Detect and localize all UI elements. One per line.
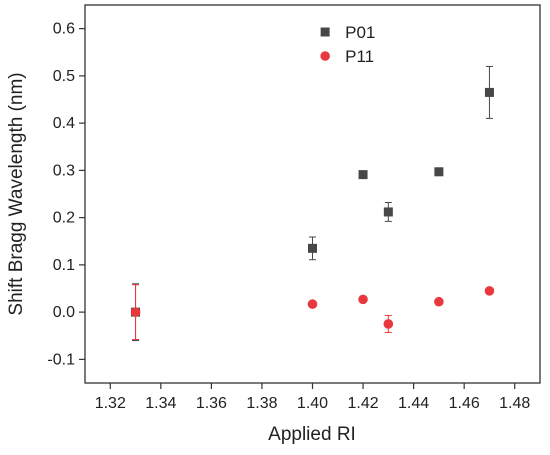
x-tick-label: 1.46 xyxy=(449,395,480,412)
legend-marker-p11 xyxy=(320,51,330,61)
y-tick-label: 0.5 xyxy=(53,68,75,85)
legend-label-p11: P11 xyxy=(345,47,374,66)
data-point-p11 xyxy=(383,319,394,329)
y-axis-title: Shift Bragg Wavelength (nm) xyxy=(6,72,27,315)
x-tick-label: 1.44 xyxy=(398,395,429,412)
y-tick-label: 0.1 xyxy=(53,257,75,274)
x-axis: 1.32 1.34 1.36 1.38 1.40 1.42 1.44 1.46 1.48 xyxy=(95,383,530,412)
y-tick-label: 0.4 xyxy=(53,115,75,132)
x-tick-label: 1.38 xyxy=(246,395,277,412)
x-tick-label: 1.34 xyxy=(145,395,176,412)
y-tick-label: 0.3 xyxy=(53,162,75,179)
data-point-p11 xyxy=(358,294,368,305)
data-point-p11 xyxy=(434,296,444,307)
x-tick-label: 1.48 xyxy=(499,395,530,412)
legend-marker-p01 xyxy=(320,27,330,37)
data-point-p01 xyxy=(358,170,368,180)
x-tick-label: 1.32 xyxy=(95,395,126,412)
x-tick-label: 1.42 xyxy=(347,395,378,412)
y-tick-label: -0.1 xyxy=(47,351,75,368)
data-point-p01 xyxy=(308,243,317,253)
y-tick-label: 0.6 xyxy=(53,21,75,38)
data-point-p01 xyxy=(434,167,444,177)
y-axis: -0.1 0.0 0.1 0.2 0.3 0.4 0.5 0.6 xyxy=(47,21,85,368)
data-point-p11 xyxy=(130,307,141,317)
series-layer xyxy=(130,65,495,341)
data-point-p11 xyxy=(484,286,495,296)
plot-frame xyxy=(84,4,541,384)
x-axis-title: Applied RI xyxy=(268,424,356,445)
legend-label-p01: P01 xyxy=(345,23,375,42)
x-tick-label: 1.36 xyxy=(196,395,227,412)
y-tick-label: 0.2 xyxy=(53,210,75,227)
data-point-p01 xyxy=(383,207,393,217)
data-point-p01 xyxy=(484,87,494,97)
y-tick-label: 0.0 xyxy=(53,304,75,321)
x-tick-label: 1.40 xyxy=(297,395,328,412)
series-p11 xyxy=(130,284,495,341)
data-point-p11 xyxy=(307,299,318,309)
